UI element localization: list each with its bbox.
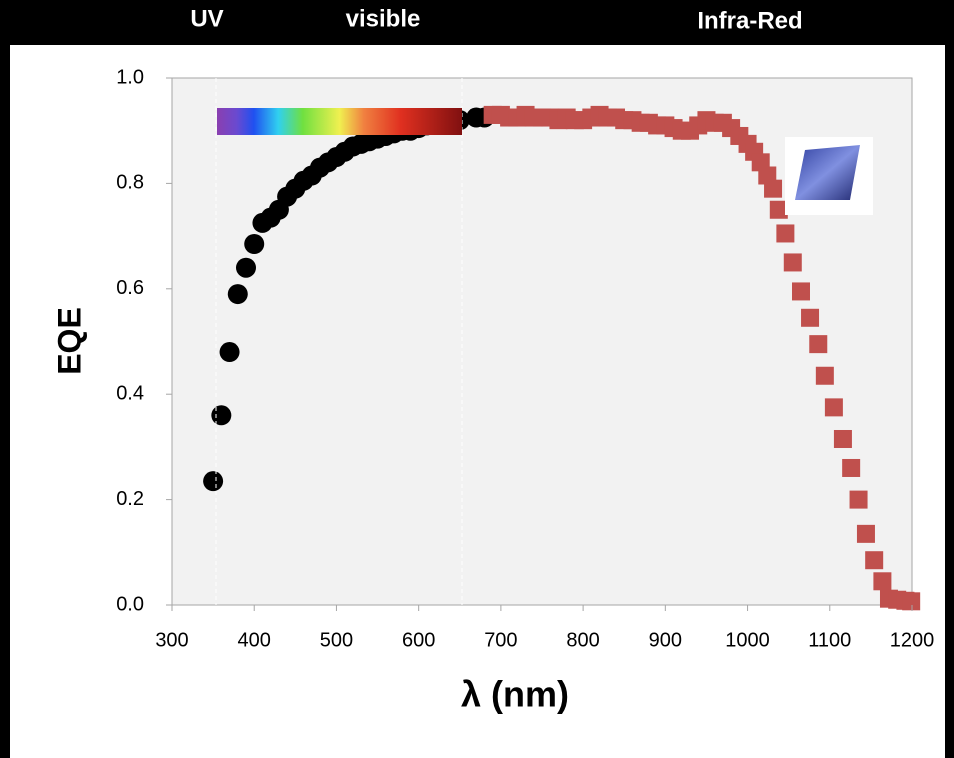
y-tick-label: 0.8 bbox=[116, 172, 144, 194]
data-point bbox=[856, 524, 875, 543]
data-point bbox=[219, 342, 240, 363]
data-point bbox=[865, 551, 884, 570]
region-label: visible bbox=[346, 5, 421, 32]
x-axis-label: λ (nm) bbox=[461, 674, 569, 715]
data-point bbox=[776, 224, 795, 243]
data-point bbox=[815, 366, 834, 385]
data-point bbox=[873, 572, 892, 591]
x-tick-label: 1200 bbox=[890, 629, 935, 651]
x-tick-label: 900 bbox=[649, 629, 682, 651]
data-point bbox=[902, 592, 921, 611]
x-tick-label: 400 bbox=[238, 629, 271, 651]
data-point bbox=[809, 335, 828, 354]
x-tick-label: 600 bbox=[402, 629, 435, 651]
data-point bbox=[792, 282, 810, 301]
data-point bbox=[211, 405, 232, 426]
region-label: UV bbox=[190, 5, 223, 32]
data-point bbox=[769, 200, 788, 219]
y-tick-label: 0.0 bbox=[116, 593, 144, 615]
x-tick-label: 800 bbox=[566, 629, 599, 651]
data-point bbox=[203, 471, 224, 492]
x-tick-label: 1000 bbox=[725, 629, 770, 651]
data-point bbox=[764, 179, 783, 198]
y-tick-label: 0.2 bbox=[116, 488, 144, 510]
x-tick-label: 700 bbox=[484, 629, 517, 651]
y-tick-label: 1.0 bbox=[116, 66, 144, 88]
data-point bbox=[849, 490, 868, 509]
x-tick-label: 500 bbox=[320, 629, 353, 651]
solar-cell-icon bbox=[795, 145, 860, 200]
spectrum-bar bbox=[217, 108, 462, 135]
data-point bbox=[227, 284, 248, 305]
data-point bbox=[842, 458, 861, 477]
y-tick-label: 0.4 bbox=[116, 382, 144, 404]
region-label: Infra-Red bbox=[697, 7, 802, 34]
x-tick-label: 300 bbox=[155, 629, 188, 651]
data-point bbox=[244, 234, 265, 255]
data-point bbox=[236, 257, 256, 278]
y-axis-label: EQE bbox=[51, 307, 87, 375]
data-point bbox=[783, 253, 802, 272]
data-point bbox=[833, 429, 852, 448]
y-tick-label: 0.6 bbox=[116, 277, 144, 299]
x-tick-label: 1100 bbox=[808, 629, 851, 651]
data-point bbox=[801, 308, 820, 327]
data-point bbox=[824, 398, 843, 417]
